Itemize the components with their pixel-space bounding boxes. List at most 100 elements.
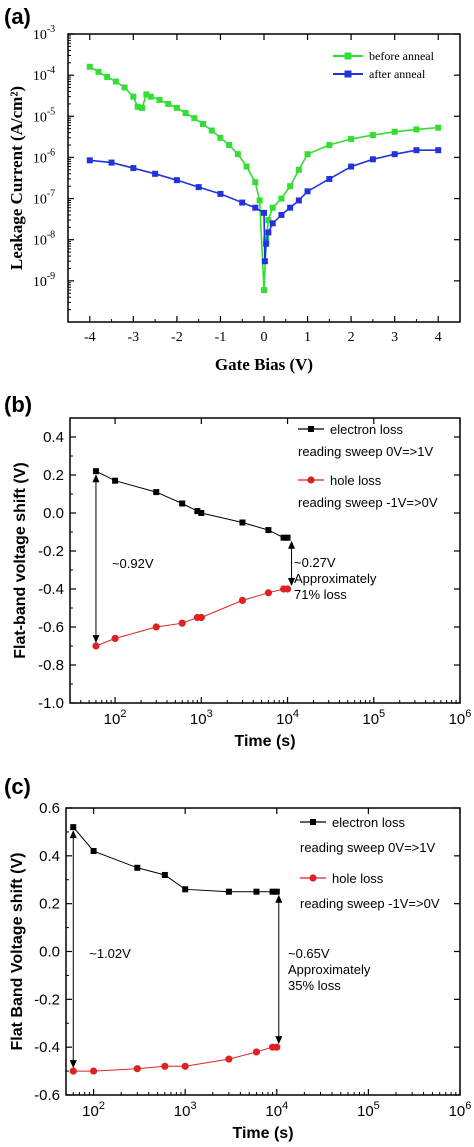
annotation-left-shift: ~0.92V bbox=[112, 556, 154, 571]
series-after-anneal bbox=[86, 147, 442, 265]
y-axis-label: Flat Band Voltage shift (V) bbox=[9, 853, 26, 1051]
data-point bbox=[435, 147, 442, 154]
legend-note: reading sweep -1V=>0V bbox=[298, 495, 438, 510]
data-point bbox=[264, 589, 273, 597]
data-point bbox=[69, 1067, 77, 1075]
data-point bbox=[95, 68, 102, 75]
data-point bbox=[194, 508, 201, 515]
x-axis-label: Time (s) bbox=[232, 1125, 293, 1142]
y-tick-label: -0.6 bbox=[34, 1087, 60, 1104]
x-axis-label: Time (s) bbox=[234, 733, 295, 750]
data-point bbox=[234, 151, 241, 158]
data-point bbox=[111, 634, 119, 643]
y-tick-label: -1.0 bbox=[38, 695, 64, 712]
data-point bbox=[226, 142, 233, 149]
series-electron-loss bbox=[92, 468, 291, 541]
data-point bbox=[181, 1062, 189, 1070]
x-tick-label: 1 bbox=[304, 330, 311, 345]
data-point bbox=[217, 190, 224, 197]
y-tick-label: -0.6 bbox=[38, 619, 64, 636]
y-tick-label: -0.2 bbox=[34, 991, 60, 1008]
data-point bbox=[252, 1048, 261, 1056]
y-tick-label: 0.4 bbox=[39, 848, 60, 865]
data-point bbox=[152, 623, 160, 631]
data-point bbox=[161, 871, 168, 878]
arrow-head bbox=[69, 1060, 77, 1069]
legend-note: reading sweep 0V=>1V bbox=[300, 840, 435, 855]
x-tick-label: 104 bbox=[265, 1100, 288, 1120]
data-point bbox=[182, 886, 189, 893]
y-tick-label: 0.0 bbox=[43, 505, 64, 522]
data-point bbox=[391, 128, 398, 135]
data-point bbox=[283, 585, 292, 593]
data-point bbox=[256, 197, 263, 204]
data-point bbox=[369, 156, 376, 163]
data-point bbox=[278, 211, 285, 218]
y-axis-label: Leakage Current (A/cm²) bbox=[7, 86, 26, 270]
x-tick-label: 104 bbox=[276, 708, 299, 728]
y-tick-label: 10-6 bbox=[33, 147, 55, 166]
data-point bbox=[86, 63, 93, 70]
data-point bbox=[208, 127, 215, 134]
data-point bbox=[134, 103, 141, 110]
y-axis-label: Flat-band voltage shift (V) bbox=[12, 462, 29, 658]
data-point bbox=[435, 124, 442, 131]
legend-label: electron loss bbox=[330, 422, 403, 437]
data-point bbox=[348, 163, 355, 170]
series-line bbox=[72, 826, 277, 893]
data-point bbox=[265, 217, 272, 224]
y-tick-label: -0.4 bbox=[38, 581, 64, 598]
x-tick-label: 103 bbox=[190, 708, 213, 728]
data-point bbox=[263, 240, 270, 247]
data-point bbox=[238, 596, 247, 605]
y-tick-label: -0.4 bbox=[34, 1039, 60, 1056]
data-point bbox=[261, 258, 268, 265]
data-point bbox=[326, 175, 333, 182]
x-tick-label: 3 bbox=[391, 330, 398, 345]
y-tick-label: -0.2 bbox=[38, 543, 64, 560]
data-point bbox=[348, 136, 355, 143]
data-point bbox=[369, 132, 376, 139]
panel-label: (b) bbox=[4, 392, 32, 417]
data-point bbox=[273, 1043, 281, 1051]
arrow-head bbox=[275, 894, 283, 903]
data-point bbox=[143, 91, 150, 98]
data-point bbox=[265, 229, 272, 236]
x-tick-label: 106 bbox=[449, 1100, 472, 1120]
data-point bbox=[413, 126, 420, 133]
data-point bbox=[182, 110, 189, 117]
legend-label: after anneal bbox=[369, 67, 426, 81]
panel-a: (a) -4 -3 -2 -1 0 1 2 3 4 10-3 10-4 10-5 10-6 10-7 10-8… bbox=[4, 4, 461, 374]
legend-label: hole loss bbox=[332, 871, 384, 886]
legend-marker bbox=[344, 52, 352, 60]
data-point bbox=[284, 534, 291, 541]
data-point bbox=[90, 848, 97, 855]
arrow-head bbox=[288, 540, 296, 549]
data-point bbox=[152, 170, 159, 177]
data-point bbox=[104, 74, 111, 81]
data-point bbox=[139, 104, 146, 111]
y-tick-label: 10-8 bbox=[33, 230, 55, 249]
annotation-right-shift: ~0.27V bbox=[294, 555, 336, 570]
data-point bbox=[130, 165, 137, 172]
series-line bbox=[95, 470, 288, 539]
data-point bbox=[269, 204, 276, 211]
legend-note: reading sweep 0V=>1V bbox=[298, 444, 433, 459]
data-point bbox=[161, 1062, 169, 1070]
data-point bbox=[173, 104, 180, 111]
x-tick-label: -1 bbox=[215, 330, 227, 345]
data-point bbox=[295, 166, 302, 173]
data-point bbox=[304, 151, 311, 158]
legend-marker bbox=[307, 476, 315, 484]
x-tick-label: 0 bbox=[261, 330, 268, 345]
data-point bbox=[92, 642, 100, 650]
annotation-percent-loss: 71% loss bbox=[294, 587, 347, 602]
series-hole-loss bbox=[69, 1043, 281, 1075]
data-point bbox=[179, 500, 186, 507]
data-point bbox=[108, 159, 115, 166]
data-point bbox=[165, 100, 172, 107]
series-line bbox=[89, 149, 439, 262]
panel-b: (b) 0.4 0.2 0.0 -0.2 -0.4 -0.6 -0.8 -1.0 102 103 10… bbox=[4, 392, 471, 750]
x-axis-label: Gate Bias (V) bbox=[215, 355, 313, 374]
x-tick-label: 106 bbox=[449, 708, 472, 728]
